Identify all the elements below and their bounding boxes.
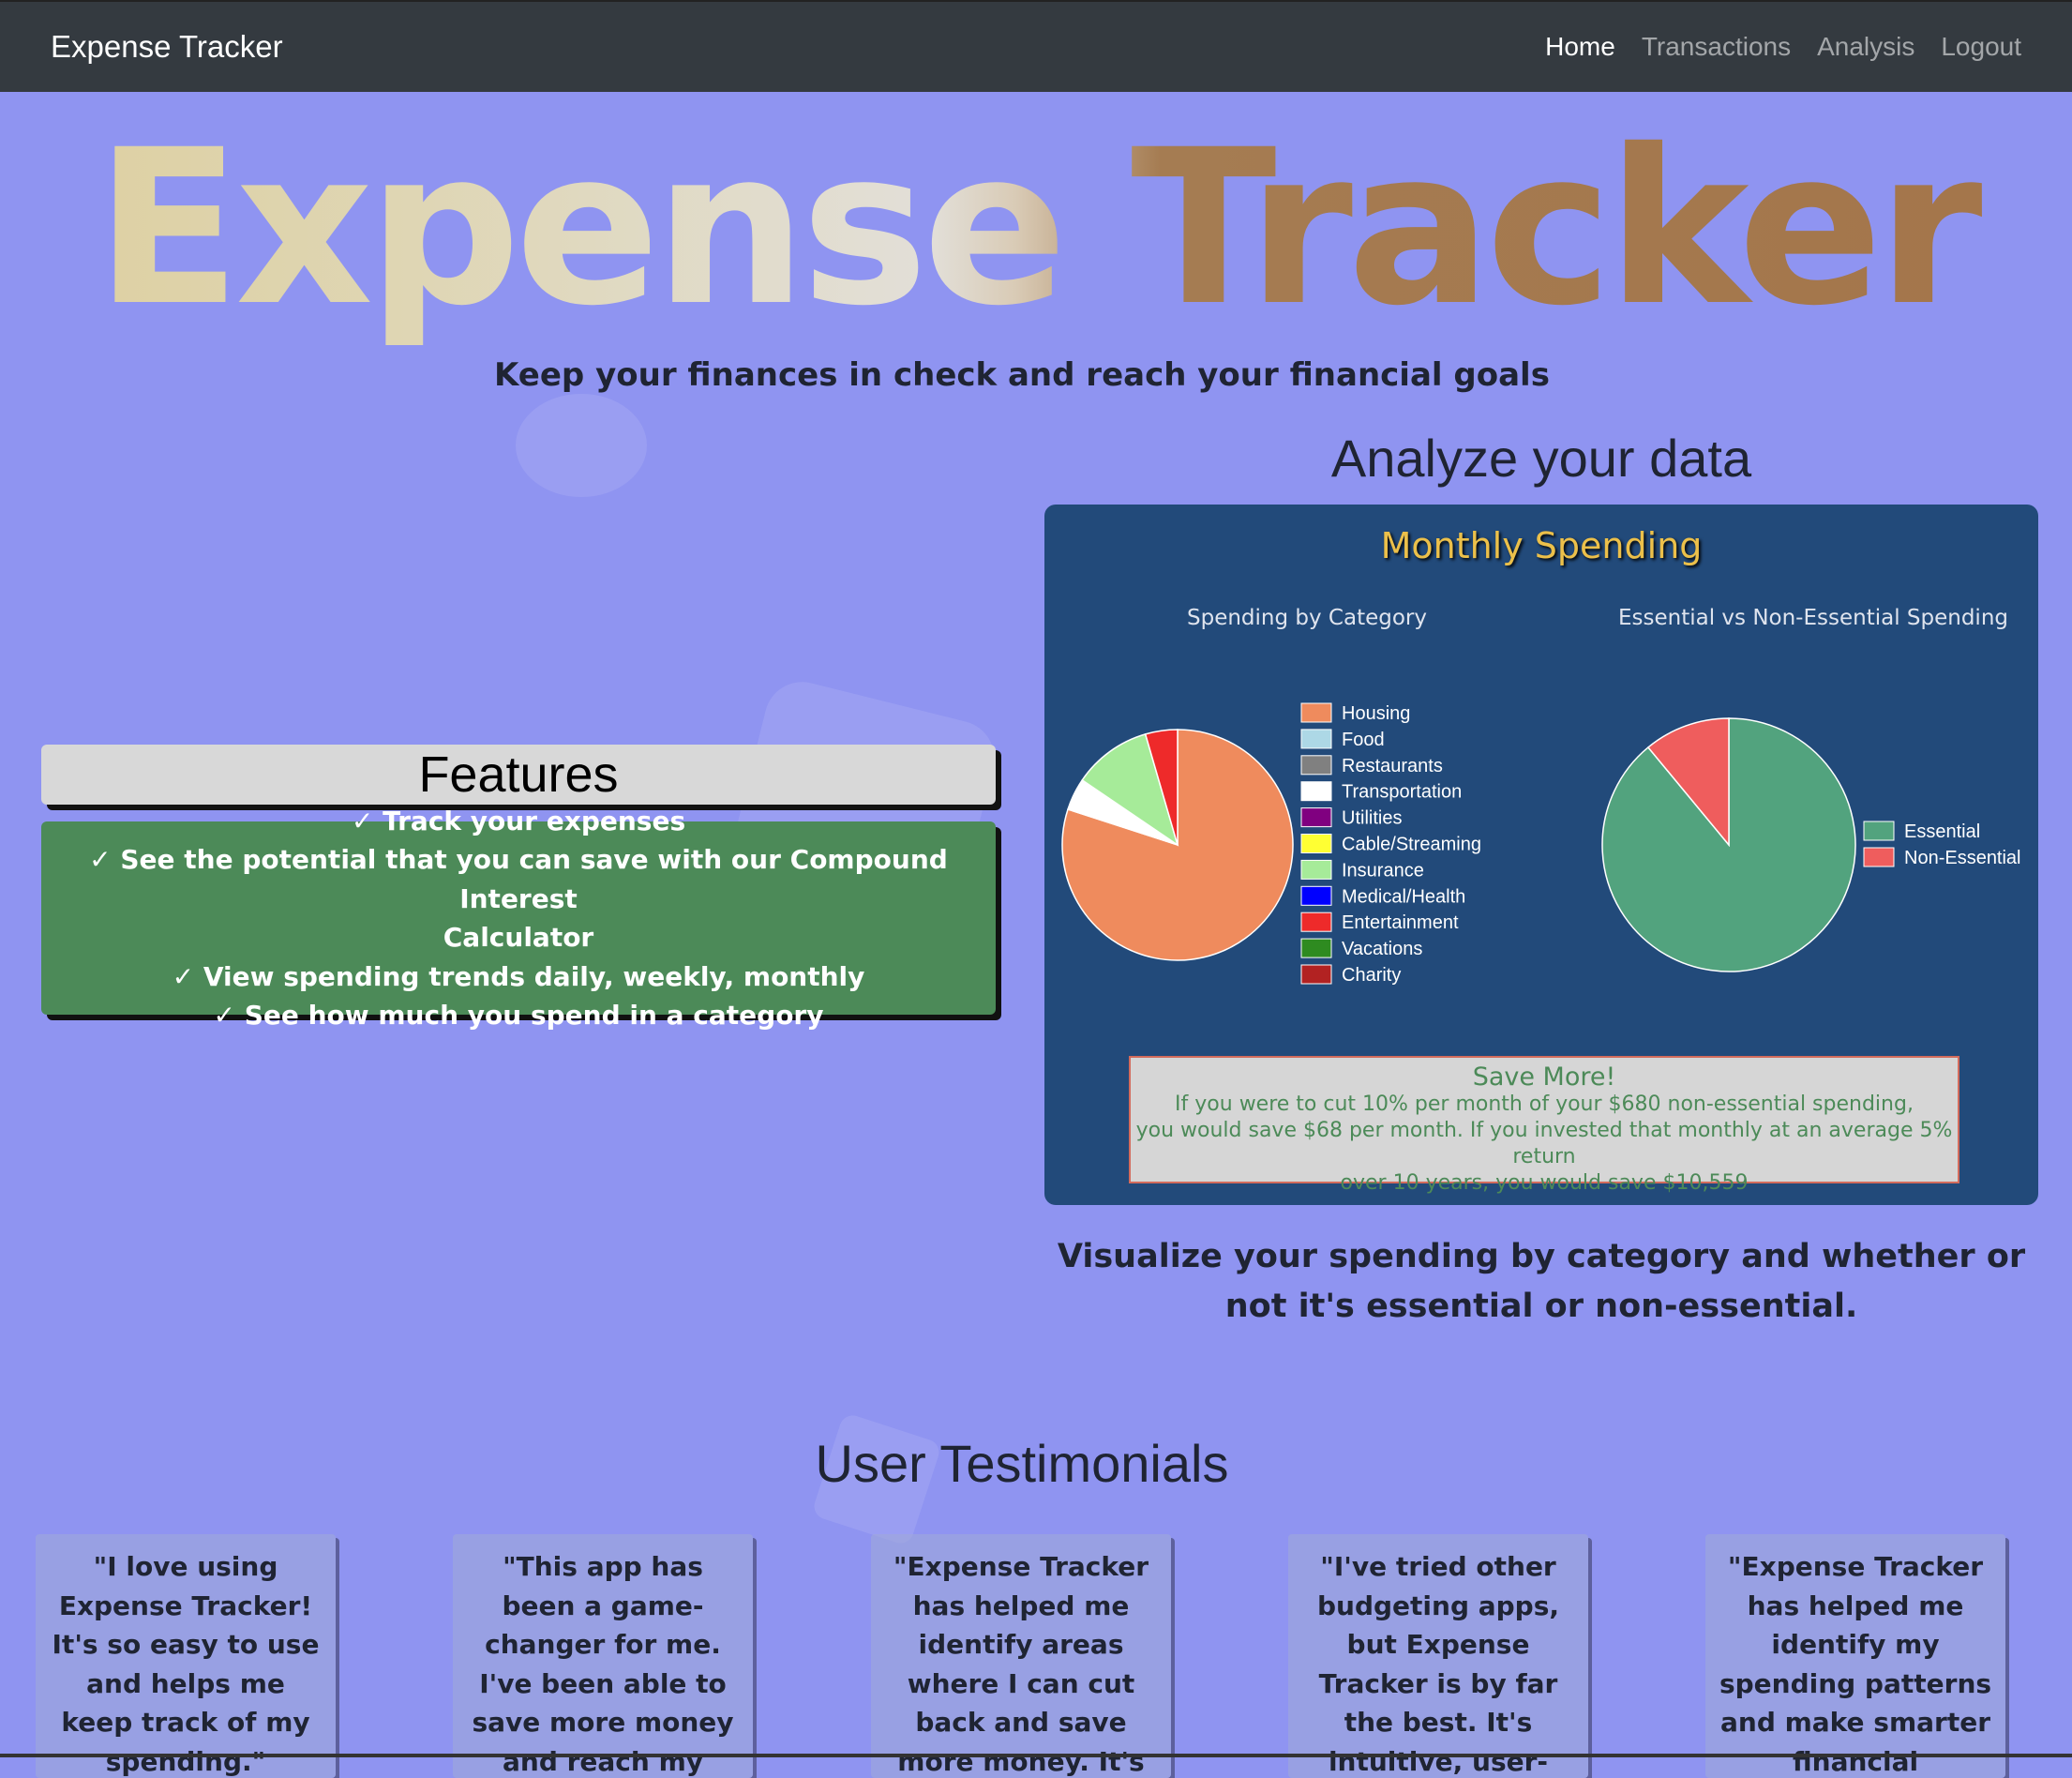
card-title: Monthly Spending (1380, 525, 1703, 566)
analyze-heading: Analyze your data (1330, 429, 1752, 488)
feature-item: Calculator (443, 922, 594, 953)
legend-label: Charity (1342, 965, 1401, 986)
testimonial-card: "Expense Tracker has helped me identify … (1705, 1534, 2005, 1778)
hero-subtitle: Keep your finances in check and reach yo… (494, 356, 1550, 394)
features-list: ✓ Track your expenses ✓ See the potentia… (41, 806, 996, 1031)
analyze-caption: Visualize your spending by category and … (1057, 1238, 2026, 1325)
testimonial-card: "Expense Tracker has helped me identify … (871, 1534, 1171, 1778)
chart-title-category: Spending by Category (1187, 606, 1427, 630)
save-more-title: Save More! (1472, 1062, 1616, 1092)
testimonial-card: "I've tried other budgeting apps, but Ex… (1288, 1534, 1588, 1778)
save-more-line: If you were to cut 10% per month of your… (1175, 1092, 1914, 1116)
legend-swatch (1300, 755, 1332, 776)
nav-links: Home Transactions Analysis Logout (1545, 32, 2021, 62)
page-bottom-edge (0, 1754, 2072, 1757)
legend-label: Vacations (1342, 939, 1422, 959)
legend-swatch (1300, 781, 1332, 802)
legend-label: Housing (1342, 703, 1410, 724)
feature-item: ✓ Track your expenses (351, 805, 686, 836)
feature-item: ✓ See the potential that you can save wi… (89, 844, 948, 914)
charts-svg: Housing Food Restaurants Transportation Util… (1061, 702, 2021, 986)
legend-label: Entertainment (1342, 912, 1459, 933)
decorative-shape (516, 394, 647, 497)
feature-item: ✓ See how much you spend in a category (213, 1000, 824, 1031)
pie-slice-entertainment[interactable] (1144, 729, 1179, 846)
pie-slice-insurance[interactable] (1081, 732, 1179, 847)
legend-swatch (1300, 807, 1332, 828)
legend-label: Non-Essential (1904, 848, 2021, 868)
legend-swatch (1300, 859, 1332, 880)
hero-title: Expense Tracker (0, 111, 2072, 345)
pie-slice-non-essential[interactable] (1646, 717, 1730, 848)
save-more-box: Save More! If you were to cut 10% per mo… (1129, 1056, 1959, 1195)
legend-swatch (1300, 729, 1332, 749)
check-icon: ✓ (89, 844, 121, 875)
navbar: Expense Tracker Home Transactions Analys… (0, 0, 2072, 92)
save-more-line: you would save $68 per month. If you inv… (1135, 1119, 1953, 1168)
brand-link[interactable]: Expense Tracker (51, 29, 283, 64)
monthly-spending-card: Monthly Spending Spending by Category Es… (1044, 505, 2038, 1205)
legend-label: Restaurants (1342, 756, 1443, 776)
legend-label: Transportation (1342, 782, 1462, 803)
check-icon: ✓ (213, 1000, 245, 1031)
legend-swatch (1300, 938, 1332, 958)
legend-swatch (1300, 912, 1332, 932)
nav-home[interactable]: Home (1545, 32, 1615, 61)
nav-analysis[interactable]: Analysis (1817, 32, 1915, 61)
legend-label: Medical/Health (1342, 886, 1465, 907)
legend-swatch (1300, 964, 1332, 985)
nav-logout[interactable]: Logout (1941, 32, 2021, 61)
testimonials-heading: User Testimonials (815, 1434, 1229, 1493)
legend-label: Cable/Streaming (1342, 835, 1481, 855)
testimonial-card: "This app has been a game-changer for me… (453, 1534, 753, 1778)
check-icon: ✓ (172, 960, 203, 992)
save-more-line: over 10 years, you would save $10,559 (1340, 1171, 1749, 1195)
testimonial-card: "I love using Expense Tracker! It's so e… (36, 1534, 336, 1778)
nav-transactions[interactable]: Transactions (1641, 32, 1792, 61)
legend-swatch (1300, 834, 1332, 853)
check-icon: ✓ (351, 805, 383, 836)
legend-label: Essential (1904, 821, 1980, 842)
legend-label: Insurance (1342, 860, 1424, 881)
legend-swatch (1300, 702, 1332, 723)
features-heading: Features (41, 745, 996, 805)
chart-title-essential: Essential vs Non-Essential Spending (1617, 606, 2008, 630)
legend-label: Utilities (1342, 808, 1402, 829)
legend-label: Food (1342, 730, 1385, 750)
legend-swatch (1300, 885, 1332, 906)
legend-swatch (1863, 821, 1895, 841)
feature-item: ✓ View spending trends daily, weekly, mo… (172, 960, 865, 992)
legend-swatch (1863, 847, 1895, 867)
